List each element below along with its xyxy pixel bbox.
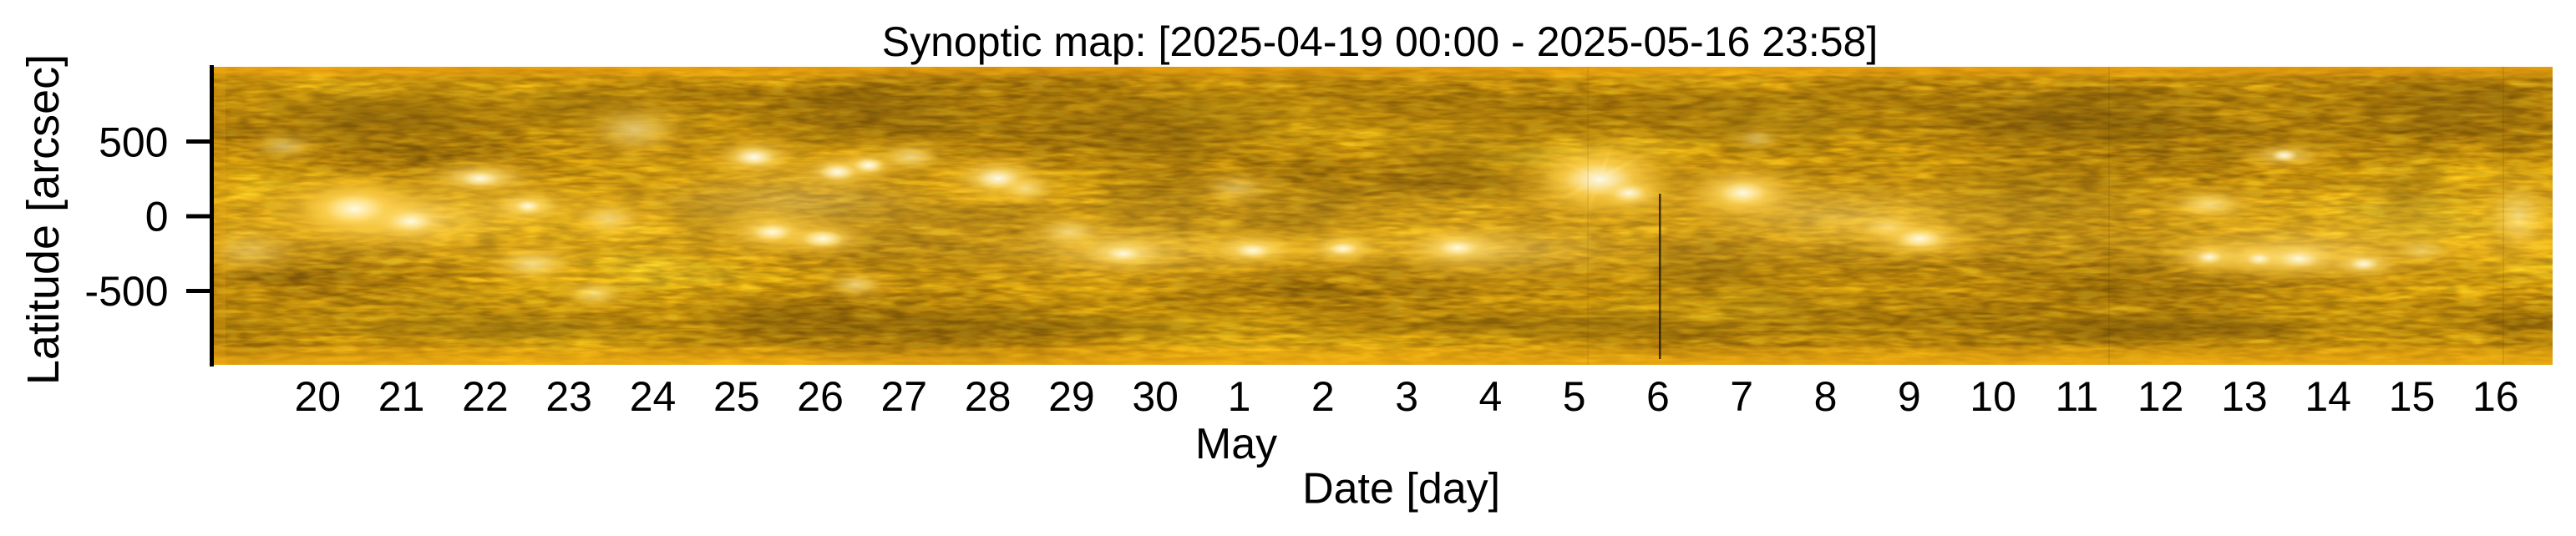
svg-text:Latitude [arcsec]: Latitude [arcsec] [18,54,68,385]
svg-text:7: 7 [1730,373,1753,420]
svg-text:25: 25 [713,373,760,420]
svg-text:13: 13 [2221,373,2268,420]
svg-text:May: May [1195,420,1277,468]
svg-text:21: 21 [378,373,425,420]
svg-text:11: 11 [2055,373,2098,420]
svg-text:6: 6 [1646,373,1670,420]
svg-text:24: 24 [630,373,677,420]
svg-text:Date [day]: Date [day] [1302,464,1500,513]
svg-text:10: 10 [1970,373,2016,420]
svg-text:23: 23 [545,373,592,420]
svg-text:12: 12 [2137,373,2184,420]
svg-text:15: 15 [2389,373,2436,420]
svg-text:28: 28 [965,373,1012,420]
svg-text:5: 5 [1563,373,1586,420]
svg-text:16: 16 [2472,373,2519,420]
svg-text:8: 8 [1814,373,1838,420]
svg-text:1: 1 [1228,373,1251,420]
svg-text:2: 2 [1311,373,1335,420]
svg-text:4: 4 [1478,373,1502,420]
svg-text:14: 14 [2305,373,2351,420]
svg-text:500: 500 [99,119,168,165]
svg-text:30: 30 [1132,373,1179,420]
svg-text:Synoptic map: [2025-04-19 00:0: Synoptic map: [2025-04-19 00:00 - 2025-0… [882,18,1878,65]
svg-text:-500: -500 [84,268,168,315]
svg-text:26: 26 [797,373,844,420]
svg-text:29: 29 [1048,373,1095,420]
svg-text:20: 20 [294,373,341,420]
svg-text:22: 22 [462,373,509,420]
svg-text:9: 9 [1898,373,1921,420]
svg-text:0: 0 [145,193,169,240]
svg-text:3: 3 [1395,373,1418,420]
svg-text:27: 27 [880,373,927,420]
